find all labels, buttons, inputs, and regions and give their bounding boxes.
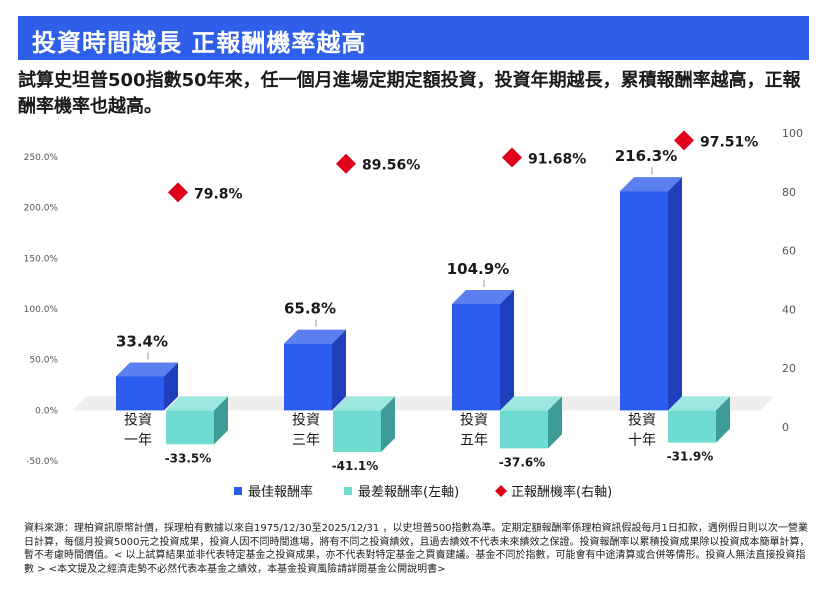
worst-return-bar-face [668,410,716,443]
positive-return-label: 79.8% [194,186,243,202]
y-right-tick-label: 0 [782,421,789,434]
y-left-tick-label: 100.0% [24,305,59,315]
best-return-bar-face [620,191,668,411]
best-return-bar-face [668,177,682,411]
positive-return-diamond [674,130,694,151]
positive-return-diamond [336,153,356,174]
best-return-label: 104.9% [447,260,509,278]
y-left-tick-label: 250.0% [24,153,59,163]
best-return-bar-face [332,329,346,411]
category-label: 三年 [292,432,320,448]
y-left-tick-label: 200.0% [24,204,59,214]
best-return-bar-face [500,290,514,411]
y-right-tick-label: 80 [782,186,796,199]
worst-return-label: -33.5% [165,451,212,465]
y-right-tick-label: 100 [782,127,803,140]
category-label: 五年 [460,432,488,448]
worst-return-bar-face [214,396,228,445]
category-label: 投資 [124,412,152,428]
best-return-bar [116,362,178,411]
legend-diamond [495,485,507,497]
worst-return-bar [333,396,395,452]
source-footnote: 資料來源：理柏資訊原幣計價，採理柏有數據以來自1975/12/30至2025/1… [24,523,810,575]
worst-return-label: -31.9% [667,450,714,464]
y-right-tick-label: 40 [782,303,796,316]
worst-return-bar-face [166,410,214,445]
best-return-bar-face [620,177,682,192]
positive-return-label: 91.68% [528,151,586,167]
worst-return-bar-face [333,410,381,452]
best-return-bar [284,329,346,411]
legend-swatch [344,487,352,495]
worst-return-bar-face [548,396,562,449]
page-title: 投資時間越長 正報酬機率越高 [32,29,367,57]
legend-label: 最差報酬率(左軸) [358,484,459,500]
worst-return-bar-face [166,396,228,411]
legend-label: 正報酬機率(右軸) [511,484,612,500]
chart-floor [72,396,774,411]
best-return-bar [620,177,682,411]
y-left-tick-label: 50.0% [29,356,58,366]
best-return-bar-face [452,304,500,411]
best-return-bar-face [284,329,346,344]
positive-return-label: 89.56% [362,158,420,174]
legend-swatch [234,487,242,495]
best-return-label: 33.4% [116,332,168,350]
worst-return-bar-face [668,396,730,411]
category-label: 十年 [628,432,656,448]
y-left-tick-label: 0.0% [35,406,58,416]
category-label: 一年 [124,432,152,448]
worst-return-bar [166,396,228,445]
best-return-label: 216.3% [615,147,677,165]
category-label: 投資 [460,412,488,428]
worst-return-bar-face [333,396,395,411]
positive-return-diamond [168,182,188,203]
y-right-tick-label: 60 [782,245,796,258]
legend-label: 最佳報酬率 [248,484,313,500]
worst-return-bar-face [716,396,730,443]
return-chart: 250.0% 200.0% 150.0% 100.0% 50.0% 0.0% -50.0% 1… [24,127,803,500]
best-return-bar-face [452,290,514,305]
best-return-bar-face [284,343,332,411]
title-banner: 投資時間越長 正報酬機率越高 [18,16,809,60]
worst-return-bar [500,396,562,449]
worst-return-label: -37.6% [499,455,546,469]
worst-return-label: -41.1% [332,459,379,473]
best-return-label: 65.8% [284,300,336,318]
category-label: 投資 [628,412,656,428]
category-label: 投資 [292,412,320,428]
positive-return-diamond [502,147,522,168]
worst-return-bar-face [500,410,548,449]
best-return-bar-face [116,376,164,411]
worst-return-bar-face [381,396,395,452]
y-left-tick-label: -50.0% [26,457,58,467]
best-return-bar-face [164,362,178,411]
worst-return-bar [668,396,730,443]
positive-return-label: 97.51% [700,134,758,150]
y-left-tick-label: 150.0% [24,254,59,264]
best-return-bar [452,290,514,411]
chart-subtitle: 試算史坦普500指數50年來，任一個月進場定期定額投資，投資年期越長，累積報酬率… [18,70,801,117]
y-right-tick-label: 20 [782,362,796,375]
worst-return-bar-face [500,396,562,411]
best-return-bar-face [116,362,178,377]
